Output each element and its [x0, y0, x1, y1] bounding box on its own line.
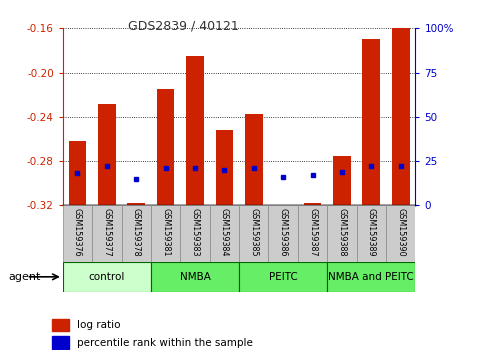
- Bar: [92, 205, 122, 262]
- Text: GSM159383: GSM159383: [190, 208, 199, 257]
- Bar: [327, 205, 356, 262]
- Bar: [333, 155, 351, 205]
- Text: NMBA and PEITC: NMBA and PEITC: [328, 272, 414, 282]
- Text: percentile rank within the sample: percentile rank within the sample: [77, 338, 253, 348]
- Text: GSM159377: GSM159377: [102, 208, 112, 257]
- Text: log ratio: log ratio: [77, 320, 121, 330]
- Bar: [269, 205, 298, 262]
- Bar: [128, 203, 145, 205]
- Bar: [210, 205, 239, 262]
- Text: NMBA: NMBA: [180, 272, 211, 282]
- Bar: [53, 319, 69, 331]
- Bar: [356, 205, 386, 262]
- Text: GSM159389: GSM159389: [367, 208, 376, 257]
- Bar: [186, 56, 204, 205]
- Bar: [245, 114, 263, 205]
- Bar: [239, 205, 269, 262]
- Text: GSM159384: GSM159384: [220, 208, 229, 257]
- Bar: [53, 336, 69, 349]
- Text: GSM159386: GSM159386: [279, 208, 288, 257]
- Bar: [63, 205, 92, 262]
- Text: GSM159385: GSM159385: [249, 208, 258, 257]
- Text: control: control: [89, 272, 125, 282]
- Bar: [215, 130, 233, 205]
- Text: GSM159388: GSM159388: [338, 208, 346, 257]
- Text: agent: agent: [9, 272, 41, 282]
- Text: GDS2839 / 40121: GDS2839 / 40121: [128, 19, 239, 33]
- Bar: [122, 205, 151, 262]
- Text: GSM159387: GSM159387: [308, 208, 317, 257]
- Bar: [157, 89, 174, 205]
- Bar: [304, 203, 321, 205]
- Bar: [180, 205, 210, 262]
- Bar: [239, 262, 327, 292]
- Text: GSM159390: GSM159390: [396, 208, 405, 257]
- Bar: [98, 104, 116, 205]
- Bar: [362, 39, 380, 205]
- Text: GSM159376: GSM159376: [73, 208, 82, 257]
- Text: GSM159378: GSM159378: [132, 208, 141, 257]
- Bar: [327, 262, 415, 292]
- Bar: [63, 262, 151, 292]
- Bar: [298, 205, 327, 262]
- Text: GSM159381: GSM159381: [161, 208, 170, 257]
- Bar: [386, 205, 415, 262]
- Bar: [151, 262, 239, 292]
- Bar: [392, 28, 410, 205]
- Bar: [151, 205, 180, 262]
- Text: PEITC: PEITC: [269, 272, 298, 282]
- Bar: [69, 141, 86, 205]
